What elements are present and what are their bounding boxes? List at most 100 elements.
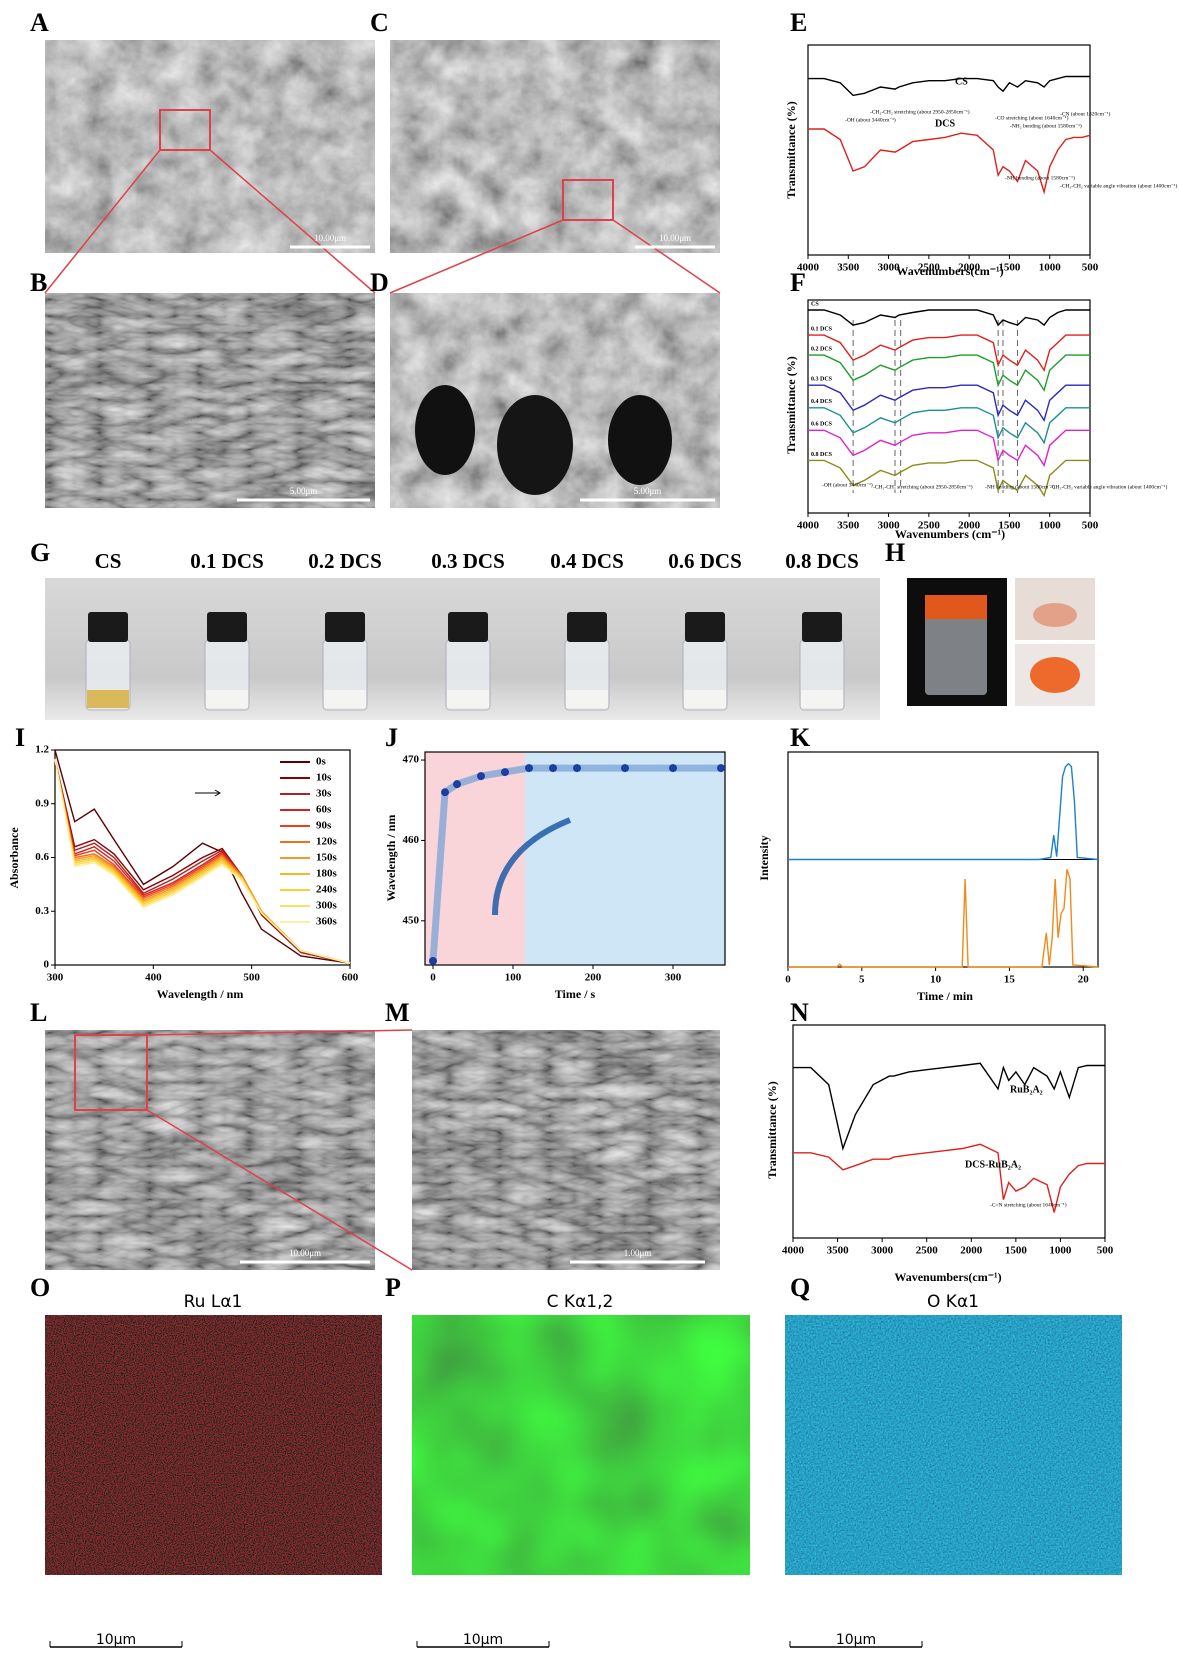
cup-gel <box>1030 657 1080 693</box>
x-tick-label: 300 <box>665 972 682 984</box>
pore <box>608 395 672 485</box>
line-series <box>808 430 1090 465</box>
eds-map-c <box>412 1315 750 1575</box>
panel-letter: O <box>30 1273 50 1302</box>
legend-label: 0s <box>316 756 327 768</box>
x-tick-label: 3500 <box>827 1245 850 1257</box>
x-tick-label: 4000 <box>797 520 820 532</box>
y-tick-label: 460 <box>403 834 420 846</box>
y-tick-label: 0.9 <box>35 797 49 809</box>
panel-letter: M <box>385 998 410 1027</box>
annotation: -NH bending (about 1580cm⁻¹) <box>1005 174 1075 181</box>
legend-label: 150s <box>316 852 338 864</box>
x-tick-label: 2000 <box>960 1245 983 1257</box>
x-tick-label: 2500 <box>916 1245 939 1257</box>
y-axis-label: Transmittance (%) <box>765 1081 779 1178</box>
line-series <box>808 385 1090 420</box>
vial-content <box>684 690 726 708</box>
x-tick-label: 3500 <box>837 520 860 532</box>
x-axis-label: Time / min <box>917 989 973 1003</box>
data-point <box>477 772 485 780</box>
sem-image-l <box>45 1030 375 1270</box>
x-tick-label: 500 <box>1097 1245 1114 1257</box>
annotation: -CH₂-CH₂ stretching (about 2950-2850cm⁻¹… <box>870 108 970 115</box>
line-series <box>793 1063 1105 1148</box>
data-point <box>525 764 533 772</box>
page: ABCDEFGHIJKLMNOPQ10.00μm5.00μm10.00μm5.0… <box>0 0 1179 1657</box>
vial-content <box>206 690 248 708</box>
finger <box>1033 603 1077 627</box>
annotation: -CO stretching (about 1640cm⁻¹) <box>995 114 1069 121</box>
y-axis-label: Intensity <box>757 835 771 880</box>
panel-letter: E <box>790 8 807 37</box>
vial-cap <box>685 612 725 642</box>
panel-letter: K <box>790 723 811 752</box>
x-axis-label: Wavenumbers(cm⁻¹) <box>896 264 1003 278</box>
vial-cap <box>207 612 247 642</box>
data-point <box>621 764 629 772</box>
series-label: CS <box>811 301 819 307</box>
y-tick-label: 0.3 <box>35 905 49 917</box>
eds-map-o <box>785 1315 1122 1575</box>
annotation: -NH bending (about 1580cm⁻¹) <box>985 483 1055 490</box>
eds-title: O Kα1 <box>927 1292 979 1312</box>
x-tick-label: 200 <box>585 972 602 984</box>
scale-bar-label: 10.00μm <box>314 233 346 243</box>
series-label: 0.3 DCS <box>811 377 833 383</box>
eds-title: C Kα1,2 <box>547 1292 614 1312</box>
y-axis-label: Absorbance <box>7 827 21 889</box>
scale-bar-label: 10μm <box>836 1632 876 1648</box>
data-point <box>429 957 437 965</box>
series-label: 0.4 DCS <box>811 399 833 405</box>
plot-frame <box>808 45 1090 255</box>
panel-letter: B <box>30 268 47 297</box>
x-tick-label: 1000 <box>1049 1245 1072 1257</box>
line-series <box>808 129 1090 192</box>
annotation: -OH (about 3440cm⁻¹) <box>822 481 873 488</box>
x-tick-label: 10 <box>930 974 942 986</box>
legend-label: 300s <box>316 900 338 912</box>
line-series <box>808 355 1090 390</box>
x-tick-label: 3000 <box>871 1245 894 1257</box>
y-tick-label: 1.2 <box>35 744 49 756</box>
vial-label: 0.1 DCS <box>190 549 264 573</box>
scale-bar-label: 10μm <box>96 1632 136 1648</box>
series-label: RuB₂A₂ <box>1010 1084 1043 1095</box>
data-point <box>501 768 509 776</box>
data-point <box>549 764 557 772</box>
legend-label: 180s <box>316 868 338 880</box>
legend-label: 240s <box>316 884 338 896</box>
annotation: -CH₂-CH₂ variable angle vibration (about… <box>1060 182 1177 189</box>
pore <box>497 395 573 495</box>
x-tick-label: 500 <box>1082 520 1099 532</box>
series-label: 0.2 DCS <box>811 347 833 353</box>
vial-cap <box>567 612 607 642</box>
panel-letter: L <box>30 998 47 1027</box>
legend-label: 360s <box>316 916 338 928</box>
x-tick-label: 5 <box>859 974 865 986</box>
x-tick-label: 400 <box>145 972 162 984</box>
data-point <box>717 764 725 772</box>
vial-label: CS <box>95 549 122 573</box>
panel-letter: Q <box>790 1273 810 1302</box>
scale-bar-label: 10.00μm <box>289 1248 321 1258</box>
y-axis-label: Transmittance (%) <box>784 356 798 453</box>
line-series <box>808 408 1090 443</box>
x-tick-label: 20 <box>1078 974 1090 986</box>
scale-bar-label: 10μm <box>463 1632 503 1648</box>
vial-cap <box>448 612 488 642</box>
x-axis-label: Wavenumbers (cm⁻¹) <box>895 527 1005 541</box>
x-tick-label: 0 <box>785 974 791 986</box>
x-axis-label: Wavenumbers(cm⁻¹) <box>894 1270 1001 1284</box>
series-label: DCS-RuB₂A₂ <box>965 1159 1021 1170</box>
data-point <box>441 788 449 796</box>
panel-letter: A <box>30 8 49 37</box>
panel-letter: N <box>790 998 809 1027</box>
legend-label: 30s <box>316 788 332 800</box>
panel-letter: P <box>385 1273 401 1302</box>
hydrogel <box>925 595 987 619</box>
vial-label: 0.4 DCS <box>550 549 624 573</box>
x-tick-label: 1000 <box>1039 520 1062 532</box>
x-tick-label: 500 <box>243 972 260 984</box>
annotation: -CN (about 1320cm⁻¹) <box>1060 110 1111 117</box>
